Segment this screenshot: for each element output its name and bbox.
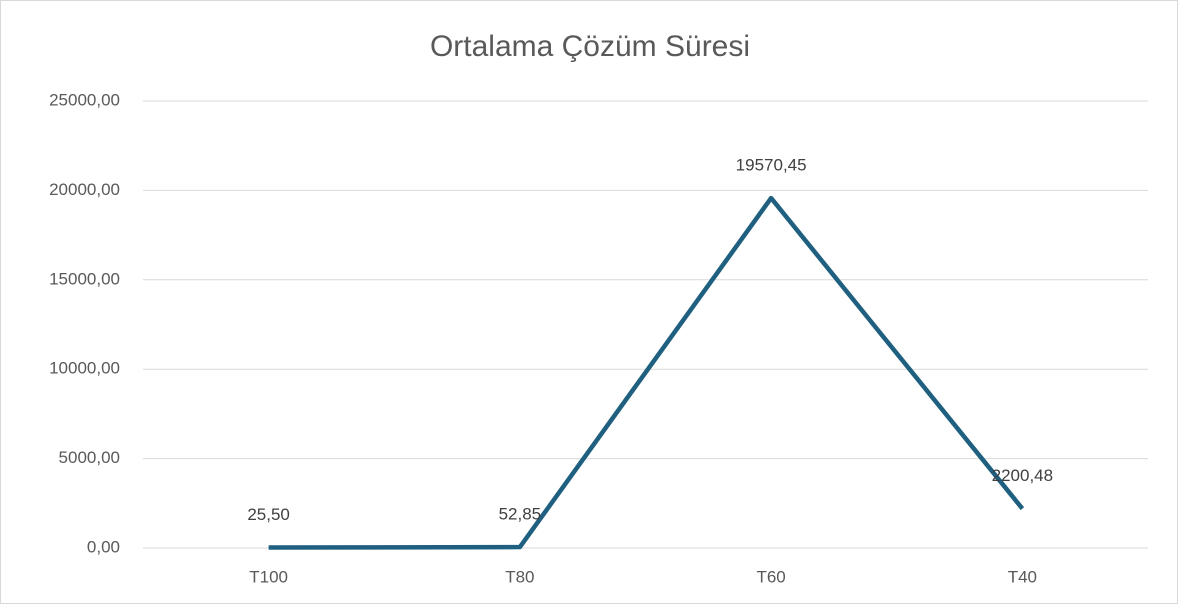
x-tick-label: T60	[756, 567, 785, 586]
y-tick-label: 15000,00	[49, 269, 120, 288]
data-label: 52,85	[499, 505, 542, 524]
data-label: 2200,48	[992, 466, 1053, 485]
y-tick-label: 5000,00	[59, 448, 120, 467]
y-tick-label: 10000,00	[49, 359, 120, 378]
y-tick-label: 0,00	[87, 537, 120, 556]
y-tick-label: 25000,00	[49, 90, 120, 109]
data-label: 25,50	[247, 505, 290, 524]
x-tick-label: T40	[1008, 567, 1037, 586]
y-tick-label: 20000,00	[49, 180, 120, 199]
line	[268, 195, 1025, 550]
x-tick-label: T80	[505, 567, 534, 586]
chart-title: Ortalama Çözüm Süresi	[430, 30, 750, 63]
x-tick-label: T100	[249, 567, 288, 586]
data-label: 19570,45	[736, 156, 807, 175]
